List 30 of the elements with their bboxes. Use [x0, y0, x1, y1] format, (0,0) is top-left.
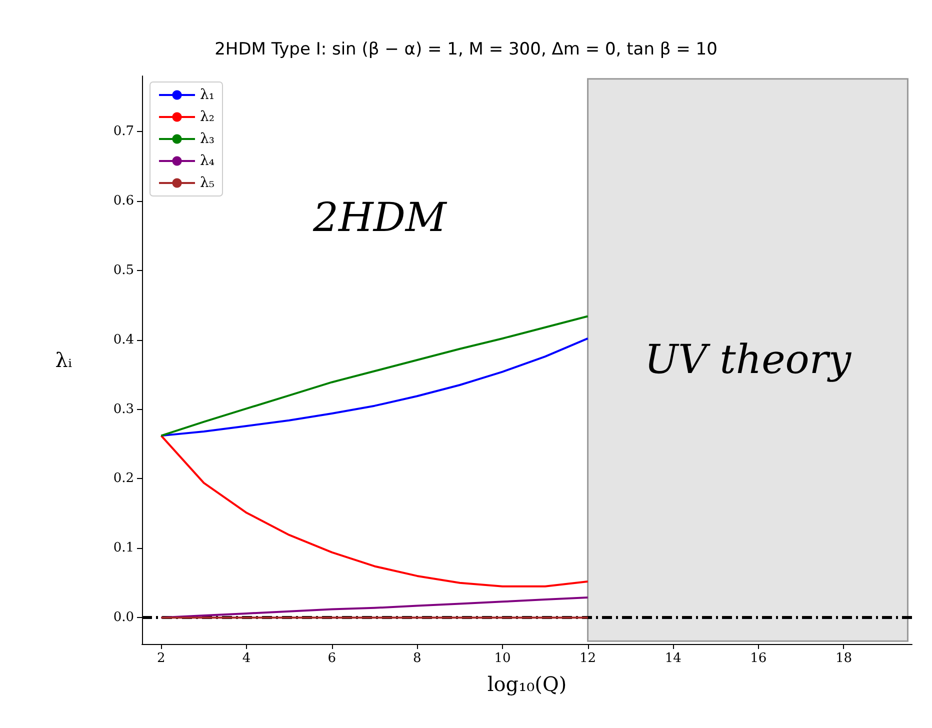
x-tick-label: 16	[750, 651, 767, 666]
legend-label: λ₄	[200, 153, 215, 169]
x-tick-label: 4	[242, 651, 251, 666]
x-tick-label: 8	[413, 651, 422, 666]
line-series	[160, 315, 589, 437]
x-tick-label: 12	[580, 651, 596, 666]
x-tick-label: 2	[157, 651, 166, 666]
y-tick-label: 0.5	[113, 262, 134, 278]
line-series	[160, 434, 589, 588]
y-tick-label: 0.0	[113, 610, 134, 626]
legend-label: λ₃	[200, 131, 214, 147]
legend-label: λ₂	[200, 109, 214, 125]
y-tick-label: 0.6	[113, 193, 134, 208]
y-tick-label: 0.1	[113, 540, 134, 556]
y-axis-title: λᵢ	[55, 348, 72, 372]
y-tick-label: 0.3	[113, 402, 134, 417]
chart-title: 2HDM Type I: sin (β − α) = 1, M = 300, Δm = 0, tan β = 10	[214, 40, 718, 60]
x-tick-label: 18	[835, 651, 852, 666]
y-tick-label: 0.2	[113, 471, 134, 486]
x-tick-label: 14	[664, 651, 682, 666]
x-tick-label: 6	[328, 651, 336, 666]
annotation: 2HDM	[312, 195, 448, 241]
band-label: UV theory	[644, 337, 852, 383]
legend-label: λ₁	[200, 87, 214, 103]
x-tick-label: 10	[494, 651, 511, 666]
x-axis-title: log₁₀(Q)	[487, 672, 567, 696]
y-tick-label: 0.7	[113, 124, 134, 140]
y-tick-label: 0.4	[113, 332, 134, 348]
legend-label: λ₅	[200, 175, 215, 191]
line-series	[160, 337, 589, 437]
